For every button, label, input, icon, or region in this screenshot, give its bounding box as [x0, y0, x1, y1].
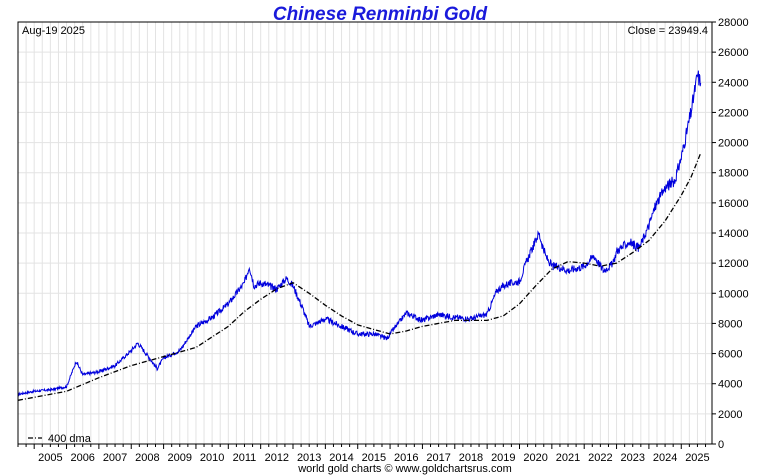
series-group	[17, 70, 702, 401]
x-tick-label: 2014	[329, 452, 353, 464]
y-tick-label: 2000	[718, 409, 742, 421]
x-axis: 2005 2006 2007 2008 2009 2010 2011 2012 2013 2014…	[17, 444, 710, 464]
footer-credit: world gold charts © www.goldchartsrus.co…	[297, 463, 512, 475]
legend: 400 dma	[28, 433, 92, 445]
x-tick-label: 2007	[103, 452, 127, 464]
y-tick-label: 10000	[718, 288, 749, 300]
x-tick-label: 2010	[200, 452, 224, 464]
x-tick-label: 2012	[265, 452, 289, 464]
y-tick-label: 6000	[718, 349, 742, 361]
x-tick-label: 2023	[620, 452, 644, 464]
legend-label-dma: 400 dma	[48, 433, 92, 445]
x-tick-label: 2020	[523, 452, 547, 464]
y-tick-label: 0	[718, 439, 724, 451]
x-tick-label: 2015	[362, 452, 386, 464]
x-tick-label: 2022	[588, 452, 612, 464]
y-tick-label: 26000	[718, 47, 749, 59]
y-axis: 0 2000 4000 6000 8000 10000 12000 14000 16000 180…	[712, 17, 749, 451]
y-tick-label: 4000	[718, 379, 742, 391]
y-tick-label: 22000	[718, 107, 749, 119]
x-tick-label: 2025	[685, 452, 709, 464]
x-tick-label: 2011	[233, 452, 257, 464]
x-tick-label: 2013	[297, 452, 321, 464]
y-tick-label: 8000	[718, 318, 742, 330]
y-tick-label: 20000	[718, 138, 749, 150]
x-tick-label: 2016	[394, 452, 418, 464]
series-dma-line	[17, 152, 702, 401]
y-tick-label: 24000	[718, 77, 749, 89]
x-tick-label: 2017	[426, 452, 450, 464]
x-tick-label: 2006	[70, 452, 94, 464]
x-tick-label: 2009	[168, 452, 192, 464]
y-tick-label: 14000	[718, 228, 749, 240]
date-label: Aug-19 2025	[22, 25, 85, 37]
series-price-line	[17, 70, 702, 397]
y-tick-label: 16000	[718, 198, 749, 210]
y-tick-label: 28000	[718, 17, 749, 29]
x-tick-label: 2018	[459, 452, 483, 464]
x-tick-label: 2019	[491, 452, 515, 464]
y-tick-label: 12000	[718, 258, 749, 270]
x-tick-label: 2024	[653, 452, 677, 464]
chart-title: Chinese Renminbi Gold	[273, 4, 488, 25]
x-tick-label: 2021	[556, 452, 580, 464]
y-tick-label: 18000	[718, 168, 749, 180]
close-label: Close = 23949.4	[628, 25, 708, 37]
x-tick-label: 2005	[38, 452, 62, 464]
x-tick-label: 2008	[135, 452, 159, 464]
